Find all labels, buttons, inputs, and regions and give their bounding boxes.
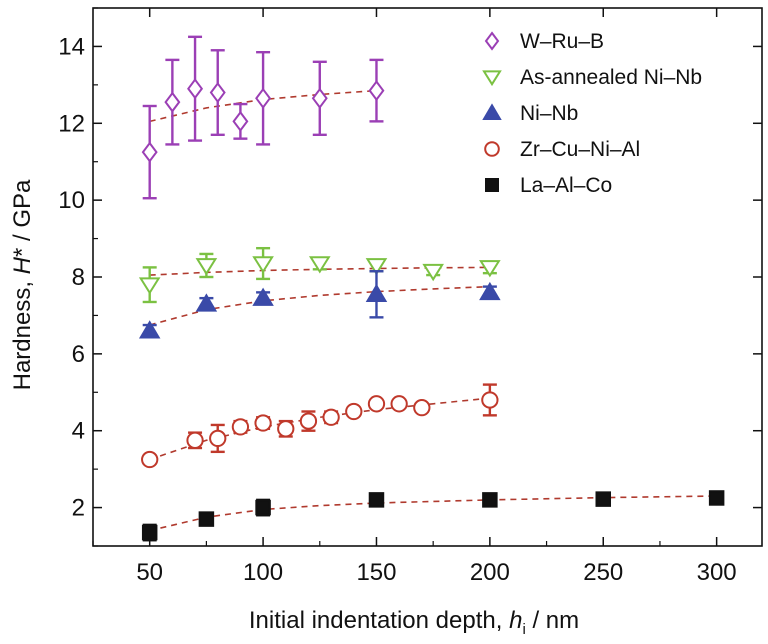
data-point xyxy=(368,79,385,102)
legend-item-3: Ni–Nb xyxy=(482,102,578,125)
data-point xyxy=(252,256,274,274)
legend-label: Ni–Nb xyxy=(520,102,578,125)
legend-item-1: W–Ru–B xyxy=(484,30,604,53)
data-point xyxy=(322,408,340,426)
data-point xyxy=(413,399,431,417)
data-point xyxy=(255,499,271,516)
data-point xyxy=(345,402,363,421)
legend-label: Zr–Cu–Ni–Al xyxy=(520,138,640,161)
legend-label: W–Ru–B xyxy=(520,30,604,53)
data-point xyxy=(209,429,227,448)
data-point xyxy=(209,81,226,104)
x-axis-title: Initial indentation depth, hi / nm xyxy=(249,607,579,638)
x-tick-label: 150 xyxy=(356,559,396,586)
legend-marker xyxy=(484,31,500,51)
y-tick-label: 4 xyxy=(72,418,85,445)
data-point xyxy=(141,450,159,469)
legend-label: As-annealed Ni–Nb xyxy=(520,66,702,89)
data-point xyxy=(198,511,215,527)
y-tick-label: 14 xyxy=(58,33,85,60)
data-point xyxy=(164,91,181,113)
x-tick-label: 100 xyxy=(243,559,283,586)
data-point xyxy=(195,258,218,276)
series-1 xyxy=(141,35,385,200)
y-tick-label: 6 xyxy=(72,341,85,368)
legend-marker xyxy=(482,70,502,87)
legend-marker xyxy=(482,103,502,120)
y-tick-label: 12 xyxy=(58,110,85,137)
legend: W–Ru–B As-annealed Ni–Nb Ni–Nb Zr–Cu–Ni–Al L… xyxy=(482,30,702,197)
data-point xyxy=(231,418,250,436)
axes: 50 100 150 200 250 300 2 4 6 8 10 12 14 xyxy=(58,7,763,586)
legend-item-2: As-annealed Ni–Nb xyxy=(482,66,702,89)
legend-item-4: Zr–Cu–Ni–Al xyxy=(484,138,640,161)
series-4 xyxy=(141,383,499,469)
data-point xyxy=(252,287,274,306)
fit-curve xyxy=(149,397,490,461)
x-tick-label: 300 xyxy=(697,559,737,586)
legend-marker xyxy=(485,178,499,192)
data-point xyxy=(708,490,725,506)
data-point xyxy=(195,293,218,312)
legend-marker xyxy=(484,141,500,157)
legend-label: La–Al–Co xyxy=(520,174,612,197)
data-point xyxy=(422,263,444,282)
x-tick-label: 250 xyxy=(583,559,623,586)
data-point xyxy=(232,110,249,133)
data-point xyxy=(141,141,158,163)
y-tick-label: 2 xyxy=(72,495,85,522)
data-point xyxy=(186,431,204,449)
x-tick-label: 200 xyxy=(470,559,510,586)
data-point xyxy=(368,492,385,508)
y-tick-label: 8 xyxy=(72,264,85,291)
data-point xyxy=(367,395,386,413)
data-point xyxy=(479,260,501,278)
data-point xyxy=(138,277,161,295)
x-tick-label: 50 xyxy=(136,559,163,586)
series-5 xyxy=(141,490,725,542)
data-point xyxy=(479,281,501,301)
data-point xyxy=(187,78,204,100)
series-3 xyxy=(138,270,501,339)
data-point xyxy=(365,258,388,276)
plot-area xyxy=(138,35,725,542)
data-point xyxy=(390,395,408,413)
data-point xyxy=(277,420,295,438)
data-point xyxy=(255,87,272,109)
data-point xyxy=(482,492,498,508)
data-point xyxy=(299,412,318,430)
y-tick-label: 10 xyxy=(58,187,85,214)
data-point xyxy=(311,87,328,109)
y-axis-title: Hardness, H* / GPa xyxy=(9,179,36,390)
fit-curve xyxy=(149,495,717,532)
data-point xyxy=(308,256,331,274)
data-point xyxy=(365,283,388,303)
legend-item-5: La–Al–Co xyxy=(485,174,612,197)
data-point xyxy=(254,414,272,432)
data-point xyxy=(595,491,612,507)
data-point xyxy=(481,391,499,409)
series-2 xyxy=(138,246,501,304)
data-point xyxy=(138,320,161,339)
